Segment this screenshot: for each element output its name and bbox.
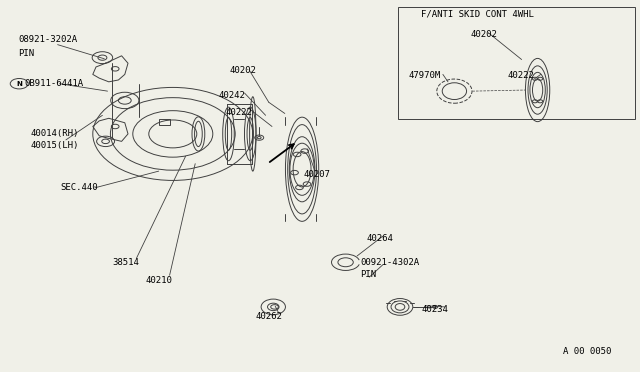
Bar: [159, 119, 170, 125]
Text: 40234: 40234: [421, 305, 448, 314]
Text: 40207: 40207: [304, 170, 331, 179]
Text: 47970M: 47970M: [408, 71, 440, 80]
Text: 40222: 40222: [508, 71, 534, 80]
Text: 40014(RH): 40014(RH): [31, 129, 79, 138]
Text: 08921-3202A: 08921-3202A: [18, 35, 77, 44]
Text: 40015(LH): 40015(LH): [31, 141, 79, 150]
Text: N: N: [16, 81, 22, 87]
Text: 40262: 40262: [256, 312, 283, 321]
Text: 00921-4302A: 00921-4302A: [360, 258, 419, 267]
Text: 38514: 38514: [112, 258, 139, 267]
Text: 40202: 40202: [470, 30, 497, 39]
Text: 0B911-6441A: 0B911-6441A: [24, 79, 83, 88]
Text: 40264: 40264: [366, 234, 393, 243]
Text: F/ANTI SKID CONT 4WHL: F/ANTI SKID CONT 4WHL: [421, 9, 534, 18]
Text: SEC.440: SEC.440: [61, 183, 99, 192]
Text: PIN: PIN: [18, 49, 34, 58]
Bar: [398, 7, 635, 119]
Text: 40222: 40222: [225, 108, 252, 117]
Text: A 00 0050: A 00 0050: [563, 347, 612, 356]
Text: PIN: PIN: [360, 270, 376, 279]
Text: 40202: 40202: [229, 66, 256, 75]
Text: 40242: 40242: [219, 92, 246, 100]
Text: 40210: 40210: [146, 276, 173, 285]
